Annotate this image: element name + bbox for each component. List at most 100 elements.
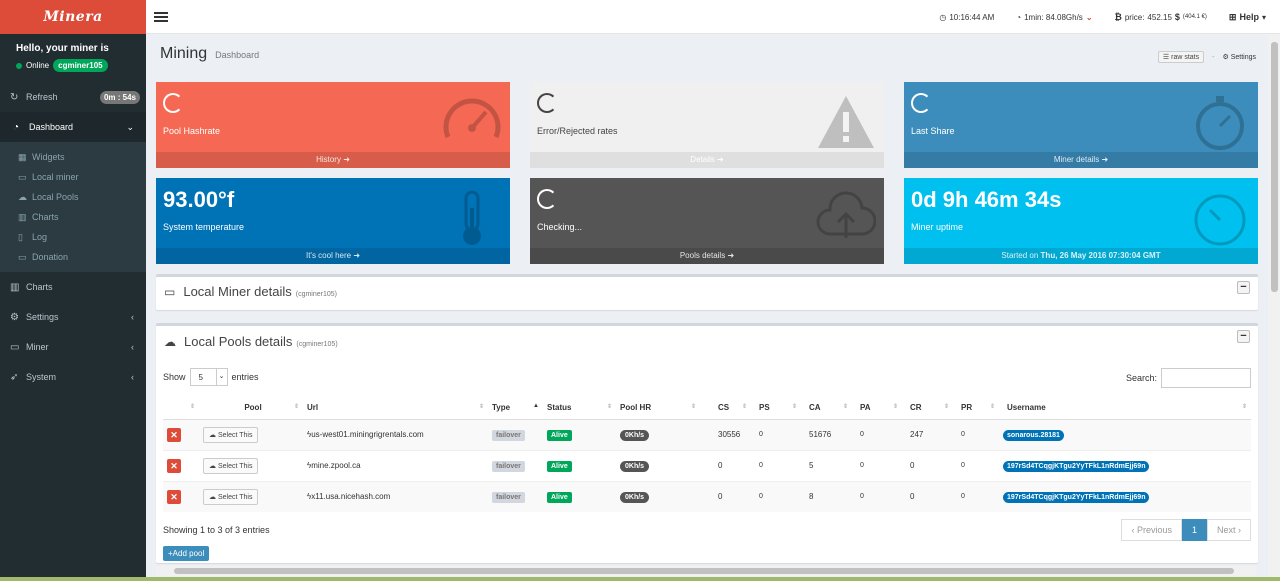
pool-hashrate-label: Pool Hashrate [163, 126, 221, 136]
sidebar-item-system[interactable]: ➶ System ‹ [0, 362, 146, 392]
gear-icon: ⚙ [10, 311, 19, 323]
horizontal-scrollbar[interactable] [156, 566, 1256, 576]
scrollbar-thumb[interactable] [174, 568, 1234, 574]
scrollbar-thumb[interactable] [1271, 42, 1278, 292]
clock-icon: ◷ [939, 12, 947, 22]
col-pr[interactable]: PR ⇕ [953, 397, 999, 420]
pools-table: ⇕ Pool ⇕ Url ⇕ Type ▲ Status ⇕ Pool HR ⇕ CS ⇕ … [163, 397, 1251, 512]
col-url[interactable]: Url ⇕ [303, 397, 488, 420]
pa-value: 0 [852, 418, 902, 450]
sort-icon: ⇕ [690, 404, 696, 410]
sidebar-item-donation[interactable]: ▭ Donation [0, 247, 146, 267]
sidebar-item-local-miner[interactable]: ▭ Local miner [0, 167, 146, 187]
search-input[interactable] [1161, 368, 1251, 388]
loading-spinner-icon [911, 93, 931, 113]
col-type[interactable]: Type ▲ [488, 397, 543, 420]
hashrate: ◔ 1min: 84.08Gh/s ⌄ [1016, 13, 1092, 22]
sidebar-item-settings[interactable]: ⚙ Settings ‹ [0, 302, 146, 332]
select-pool-button[interactable]: ☁ Select This [203, 488, 259, 505]
pools-status-box: Checking... Pools details ➜ [530, 178, 884, 264]
select-pool-button[interactable]: ☁ Select This [203, 457, 259, 474]
raw-stats-button[interactable]: ☰ raw stats [1157, 51, 1205, 63]
miner-details-link[interactable]: Miner details ➜ [904, 152, 1258, 168]
sidebar-item-widgets[interactable]: ▦ Widgets [0, 147, 146, 167]
previous-page-button[interactable]: ‹ Previous [1121, 519, 1182, 541]
col-pool-hr[interactable]: Pool HR ⇕ [616, 397, 700, 420]
grid-icon: ▦ [18, 151, 27, 162]
cool-label: It's cool here [305, 251, 352, 260]
col-cr[interactable]: CR ⇕ [902, 397, 953, 420]
sidebar-item-log[interactable]: ▯ Log [0, 227, 146, 247]
delete-pool-button[interactable]: ✕ [167, 427, 181, 442]
sidebar-item-dashboard[interactable]: ◔ Dashboard ⌄ [0, 112, 146, 142]
caret-down-icon: ▾ [1261, 12, 1266, 22]
cloud-upload-icon [816, 191, 876, 238]
vertical-scrollbar[interactable] [1268, 34, 1280, 581]
cs-value: 0 [700, 480, 751, 512]
username-badge: 197rSd4TCqgjKTgu2YyTFkL1nRdmEjj69n [1003, 492, 1150, 504]
started-on-date: Thu, 26 May 2016 07:30:04 GMT [1040, 251, 1161, 260]
pr-value: 0 [953, 449, 999, 481]
menu-toggle-icon[interactable] [154, 11, 168, 22]
chevron-left-icon: ‹ [131, 342, 134, 352]
col-status[interactable]: Status ⇕ [543, 397, 616, 420]
local-miner-name: (cgminer105) [295, 291, 337, 298]
col-username[interactable]: Username ⇕ [999, 397, 1251, 420]
col-pool[interactable]: Pool ⇕ [199, 397, 303, 420]
pool-hr-badge: 0Kh/s [620, 430, 650, 441]
desktop-icon: ▭ [10, 341, 20, 353]
gift-icon: ▭ [18, 251, 27, 262]
status-dot-icon [16, 62, 22, 69]
bitcoin-icon: ₿ [1114, 12, 1122, 22]
cloud-upload-icon: ☁ [209, 431, 218, 439]
logo[interactable]: Minera [0, 0, 146, 34]
status-text: Online [26, 61, 50, 70]
pools-details-link[interactable]: Pools details ➜ [530, 248, 884, 264]
collapse-button[interactable]: − [1237, 281, 1250, 294]
miner-label: Miner [26, 342, 49, 352]
cloud-upload-icon: ☁ [209, 493, 218, 501]
delete-pool-button[interactable]: ✕ [167, 458, 181, 473]
page-button[interactable]: 1 [1181, 519, 1207, 541]
cloud-icon: ☁ [18, 191, 27, 202]
show-entries: Show 5 ⌄ entries [163, 368, 259, 386]
cool-link[interactable]: It's cool here ➜ [156, 248, 510, 264]
col-cs[interactable]: CS ⇕ [700, 397, 751, 420]
add-pool-label: Add pool [172, 549, 205, 558]
uptime-value: 0d 9h 46m 34s [911, 187, 1062, 212]
sidebar-item-refresh[interactable]: ↻ Refresh 0m : 54s [0, 82, 146, 112]
col-ps[interactable]: PS ⇕ [751, 397, 801, 420]
ps-value: 0 [751, 449, 801, 481]
sidebar-item-local-pools[interactable]: ☁ Local Pools [0, 187, 146, 207]
started-on-label: Started on [1001, 251, 1039, 260]
separator: - [1212, 53, 1215, 61]
col-ca[interactable]: CA ⇕ [801, 397, 852, 420]
pool-status-badge: Alive [547, 430, 572, 441]
settings-link[interactable]: ⚙ Settings [1222, 53, 1256, 61]
add-pool-button[interactable]: +Add pool [163, 546, 210, 561]
collapse-button[interactable]: − [1237, 330, 1250, 343]
col-pa[interactable]: PA ⇕ [852, 397, 902, 420]
top-header: ◷ 10:16:44 AM ◔ 1min: 84.08Gh/s ⌄ ₿ price: 45… [146, 0, 1280, 34]
help-menu[interactable]: ⊞ Help ▾ [1229, 12, 1266, 23]
bolt-icon: ϟ [307, 461, 312, 470]
dashboard-icon: ◔ [13, 121, 20, 133]
col-type-label: Type [492, 403, 511, 413]
btc-price: ₿ price: 452.15 $ (404.1 €) [1115, 12, 1207, 22]
col-ps-label: PS [759, 403, 770, 413]
sidebar-item-miner[interactable]: ▭ Miner ‹ [0, 332, 146, 362]
select-pool-button[interactable]: ☁ Select This [203, 426, 259, 443]
sort-icon: ⇕ [293, 404, 299, 410]
history-link[interactable]: History ➜ [156, 152, 510, 168]
loading-spinner-icon [537, 93, 557, 113]
next-page-button[interactable]: Next › [1206, 519, 1251, 541]
sidebar-item-charts[interactable]: ▥ Charts [0, 272, 146, 302]
entries-select[interactable]: 5 ⌄ [189, 368, 228, 386]
warning-icon [818, 96, 874, 148]
sort-icon: ⇕ [606, 404, 612, 410]
sidebar-item-charts-sub[interactable]: ▥ Charts [0, 207, 146, 227]
rocket-icon: ➶ [10, 371, 19, 383]
details-link[interactable]: Details ➜ [530, 152, 884, 168]
delete-pool-button[interactable]: ✕ [167, 489, 181, 504]
loading-spinner-icon [537, 189, 557, 209]
